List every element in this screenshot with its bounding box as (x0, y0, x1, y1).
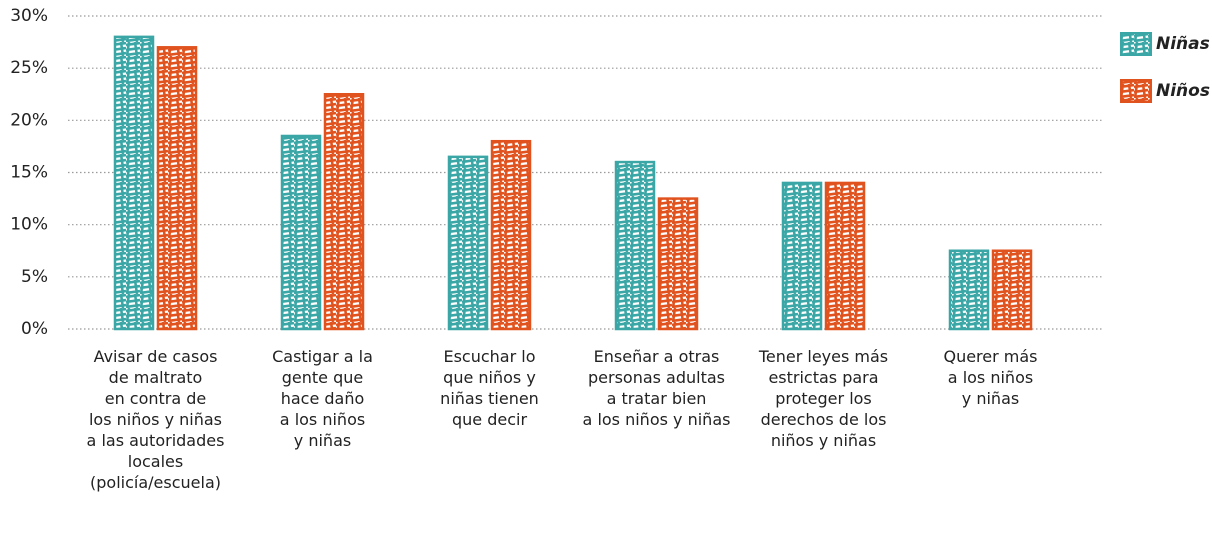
x-tick-label: Escuchar lo que niños y niñas tienen que… (440, 347, 539, 429)
bar (323, 93, 365, 331)
x-tick-label: Tener leyes más estrictas para proteger … (758, 347, 889, 450)
y-tick-label: 0% (21, 319, 48, 339)
legend-swatch (1120, 79, 1152, 103)
x-tick-label: Enseñar a otras personas adultas a trata… (582, 347, 731, 429)
legend-label: Niñas (1156, 34, 1210, 54)
y-tick-label: 30% (10, 6, 48, 26)
y-tick-label: 20% (10, 110, 48, 130)
legend-swatch (1120, 32, 1152, 56)
bar (280, 134, 322, 331)
x-tick-label: Avisar de casos de maltrato en contra de… (86, 347, 225, 492)
x-tick-label: Querer más a los niños y niñas (943, 347, 1038, 408)
bar (824, 181, 866, 331)
bar (113, 35, 155, 331)
bar (657, 197, 699, 331)
bar (490, 139, 532, 331)
bar (991, 249, 1033, 331)
y-tick-label: 25% (10, 58, 48, 78)
x-tick-label: Castigar a la gente que hace daño a los … (272, 347, 373, 450)
bar (447, 155, 489, 331)
bar (614, 160, 656, 331)
bar (948, 249, 990, 331)
y-tick-label: 5% (21, 267, 48, 287)
y-tick-label: 10% (10, 215, 48, 235)
y-tick-label: 15% (10, 163, 48, 183)
bar (781, 181, 823, 331)
bar (156, 46, 198, 331)
legend-label: Niños (1156, 81, 1210, 101)
